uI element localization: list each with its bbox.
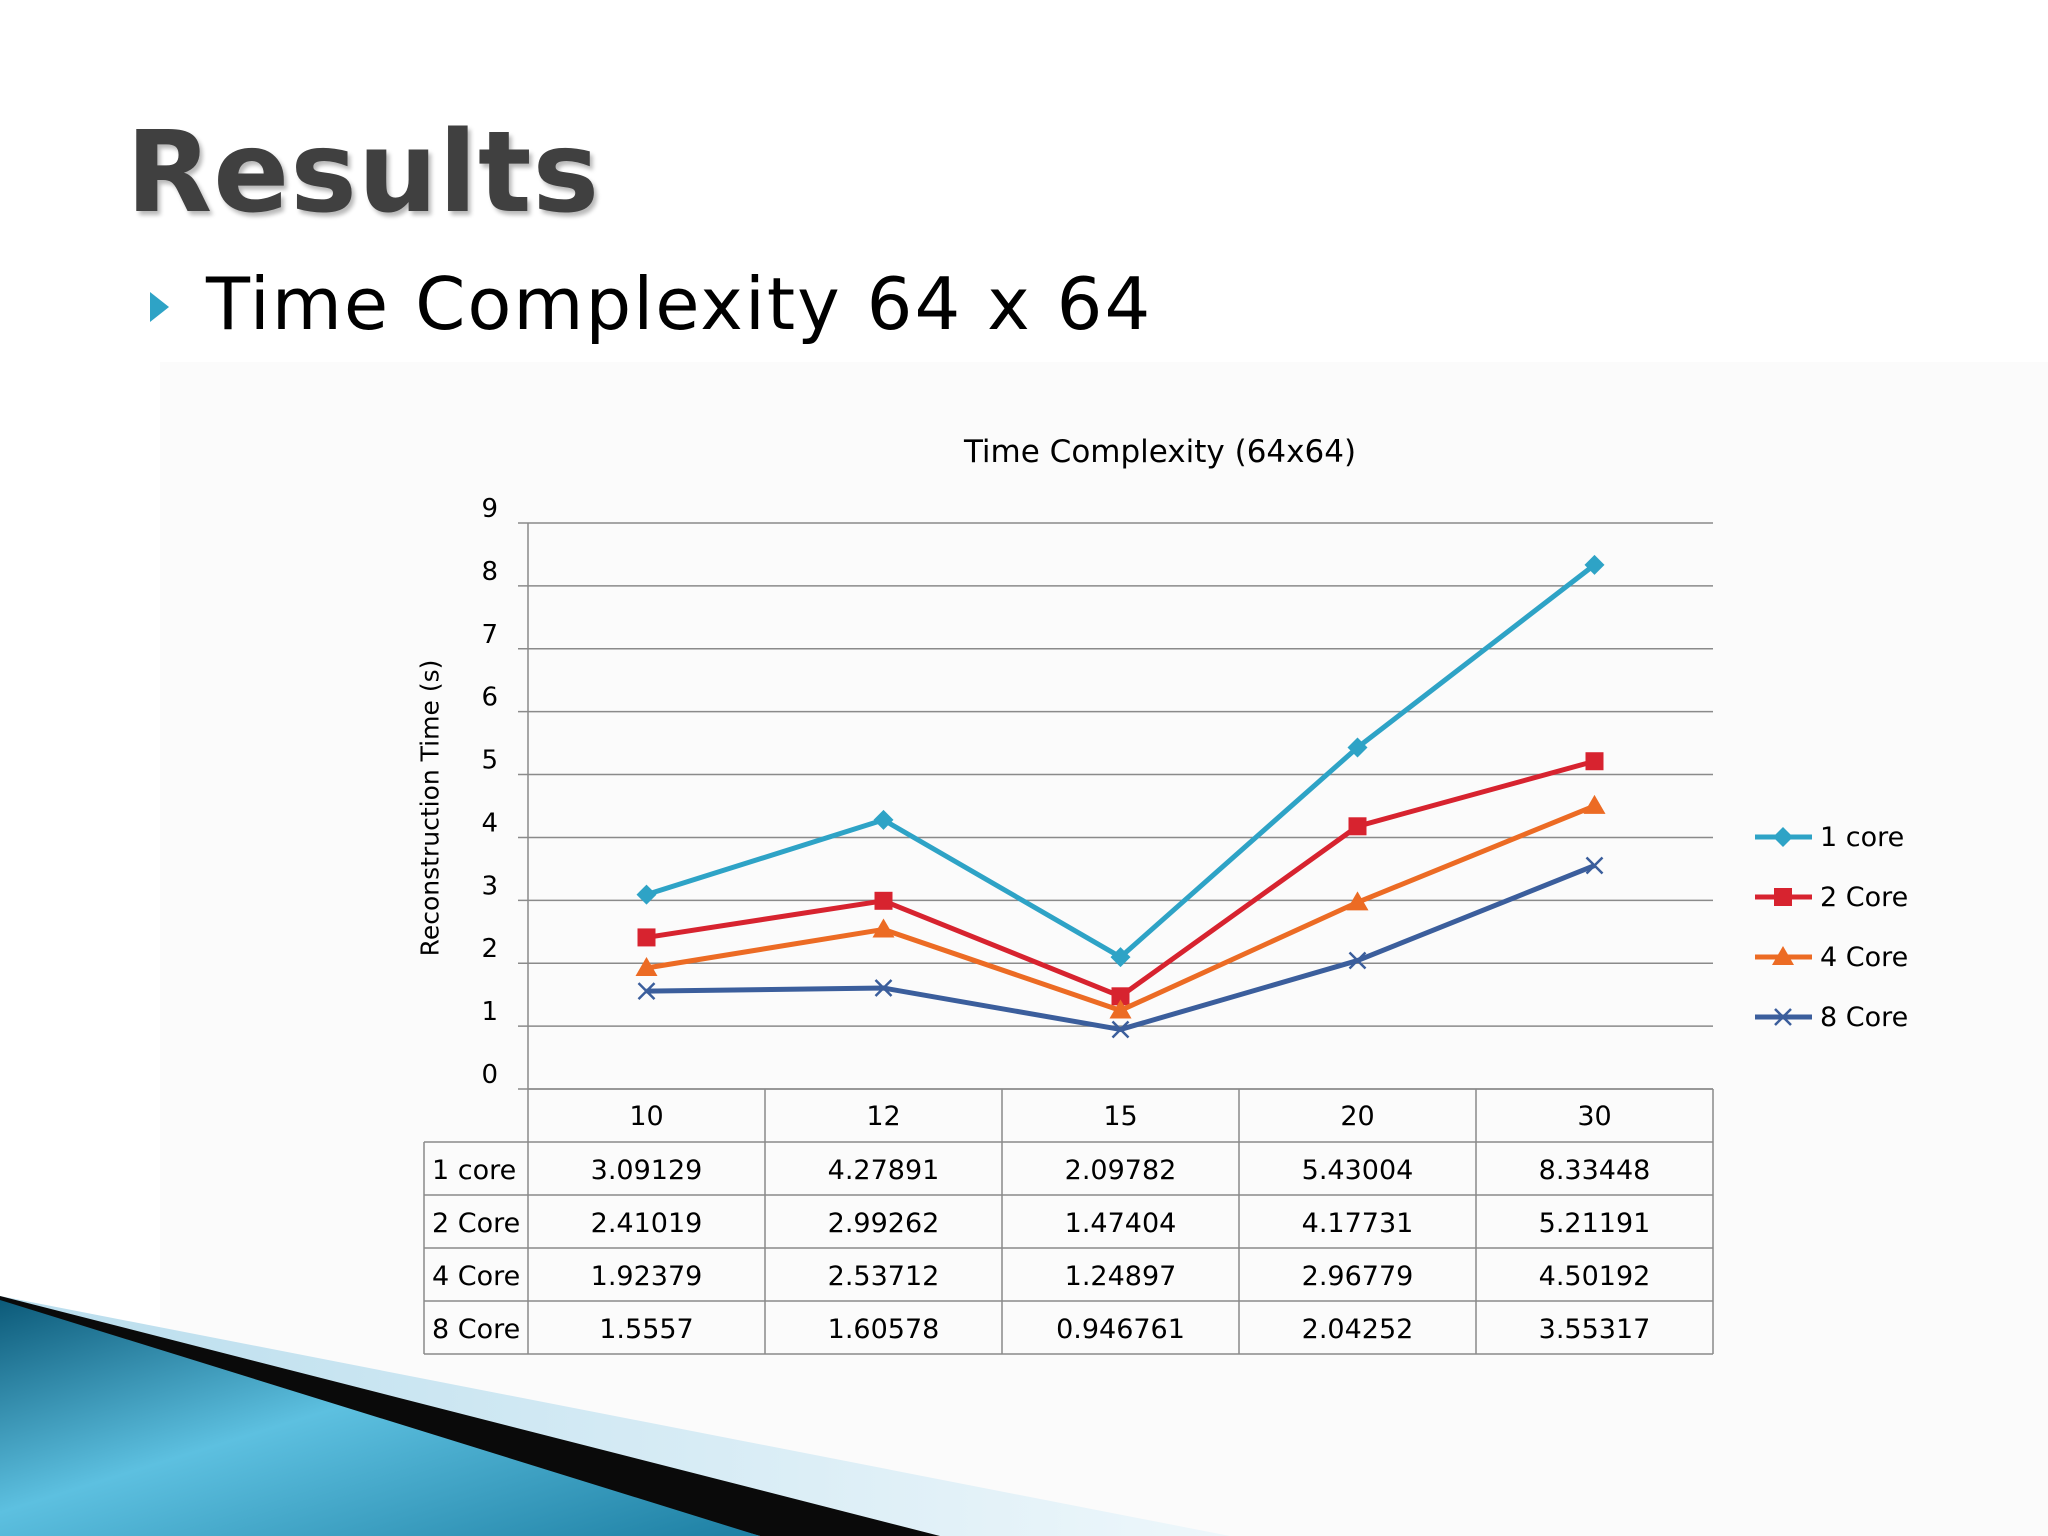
banner-black-stripe <box>0 1296 940 1536</box>
table-cell: 2.99262 <box>828 1208 940 1239</box>
data-point-square <box>1774 888 1792 906</box>
table-cell: 0.946761 <box>1056 1314 1185 1345</box>
table-cell: 8.33448 <box>1539 1155 1651 1186</box>
y-tick-label: 2 <box>481 934 498 964</box>
y-tick-label: 6 <box>481 683 498 713</box>
banner-blue-wedge <box>0 1300 760 1536</box>
y-tick-label: 1 <box>481 997 498 1027</box>
data-point-x <box>1585 856 1604 875</box>
y-tick-label: 7 <box>481 620 498 650</box>
y-tick-label: 8 <box>481 557 498 587</box>
data-point-triangle <box>1346 891 1369 911</box>
series-line <box>646 803 1596 1013</box>
y-tick-label: 9 <box>481 494 498 524</box>
table-cell: 3.55317 <box>1539 1314 1651 1345</box>
data-point-diamond <box>1110 947 1131 968</box>
data-point-triangle <box>1583 794 1606 814</box>
data-point-triangle <box>1109 999 1132 1019</box>
legend-label: 1 core <box>1820 822 1904 853</box>
bullet-arrow-icon <box>150 292 169 322</box>
data-point-diamond <box>1773 827 1793 847</box>
table-row-label: 4 Core <box>432 1261 520 1292</box>
table-cell: 2.04252 <box>1302 1314 1414 1345</box>
table-cell: 2.41019 <box>591 1208 703 1239</box>
table-cell: 2.09782 <box>1065 1155 1177 1186</box>
table-cell: 1.5557 <box>599 1314 693 1345</box>
table-cell: 3.09129 <box>591 1155 703 1186</box>
data-point-diamond <box>636 884 657 905</box>
table-cell: 2.53712 <box>828 1261 940 1292</box>
legend-label: 2 Core <box>1820 882 1908 913</box>
data-point-x <box>1111 1020 1130 1039</box>
table-cell: 4.27891 <box>828 1155 940 1186</box>
data-point-square <box>874 891 893 910</box>
data-point-square <box>1348 817 1367 836</box>
x-tick-label: 20 <box>1340 1101 1374 1132</box>
table-row-label: 8 Core <box>432 1314 520 1345</box>
data-point-triangle <box>872 918 895 938</box>
table-cell: 1.47404 <box>1065 1208 1177 1239</box>
data-point-square <box>1111 987 1130 1006</box>
y-tick-label: 4 <box>481 808 498 838</box>
table-cell: 4.50192 <box>1539 1261 1651 1292</box>
chart-title: Time Complexity (64x64) <box>963 434 1357 470</box>
table-cell: 5.21191 <box>1539 1208 1651 1239</box>
x-tick-label: 30 <box>1577 1101 1611 1132</box>
table-cell: 1.60578 <box>828 1314 940 1345</box>
table-row-label: 1 core <box>432 1155 516 1186</box>
data-point-triangle <box>635 957 658 977</box>
x-tick-label: 10 <box>629 1101 663 1132</box>
x-tick-label: 15 <box>1103 1101 1137 1132</box>
data-point-x <box>637 982 656 1001</box>
data-point-x <box>874 979 893 997</box>
table-cell: 4.17731 <box>1302 1208 1414 1239</box>
slide-title: Results <box>126 108 601 238</box>
data-point-diamond <box>1347 737 1368 758</box>
series-line <box>645 562 1597 960</box>
legend-label: 4 Core <box>1820 942 1908 973</box>
legend-label: 8 Core <box>1820 1002 1908 1033</box>
table-cell: 5.43004 <box>1302 1155 1414 1186</box>
y-tick-label: 5 <box>481 746 498 776</box>
table-row-label: 2 Core <box>432 1208 520 1239</box>
data-point-x <box>1348 951 1367 970</box>
data-point-triangle <box>1772 946 1794 965</box>
table-cell: 1.24897 <box>1065 1261 1177 1292</box>
table-cell: 1.92379 <box>591 1261 703 1292</box>
data-point-diamond <box>873 809 894 830</box>
data-point-square <box>1585 752 1604 771</box>
bullet-text: Time Complexity 64 x 64 <box>206 262 1153 346</box>
y-tick-label: 0 <box>481 1060 498 1090</box>
y-tick-label: 3 <box>481 871 498 901</box>
data-point-diamond <box>1584 554 1605 575</box>
data-point-x <box>1774 1008 1792 1026</box>
data-point-square <box>637 928 656 947</box>
table-cell: 2.96779 <box>1302 1261 1414 1292</box>
x-tick-label: 12 <box>866 1101 900 1132</box>
